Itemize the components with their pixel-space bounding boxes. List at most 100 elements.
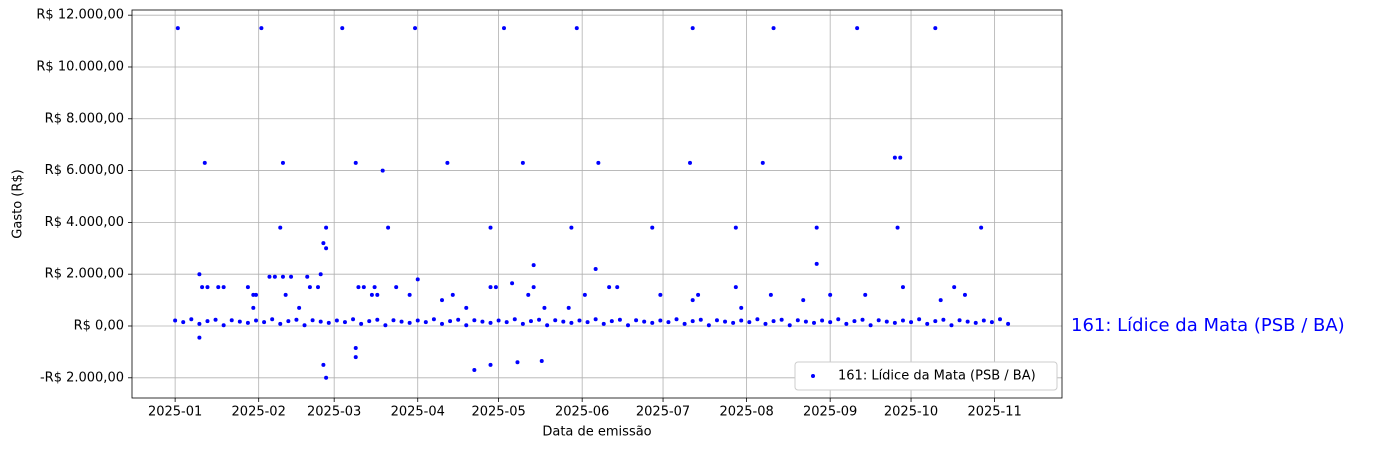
point	[545, 323, 550, 328]
point	[739, 318, 744, 323]
point	[297, 305, 302, 310]
point	[415, 318, 420, 323]
point	[464, 323, 469, 328]
point	[941, 317, 946, 322]
point	[714, 318, 719, 323]
point	[973, 320, 978, 325]
point	[504, 320, 509, 325]
point	[855, 26, 860, 31]
point	[531, 263, 536, 268]
point	[561, 319, 566, 324]
point	[892, 320, 897, 325]
point	[353, 346, 358, 351]
point	[814, 225, 819, 230]
point	[917, 317, 922, 322]
point	[650, 320, 655, 325]
point	[259, 26, 264, 31]
point	[747, 320, 752, 325]
point	[245, 285, 250, 290]
point	[318, 272, 323, 277]
x-tick-label: 2025-10	[884, 405, 938, 420]
point	[553, 318, 558, 323]
point	[933, 26, 938, 31]
x-tick-label: 2025-08	[719, 405, 773, 420]
point	[593, 267, 598, 272]
point	[617, 317, 622, 322]
point	[771, 26, 776, 31]
point	[731, 320, 736, 325]
point	[1006, 321, 1011, 326]
x-axis-label: Data de emissão	[542, 425, 651, 440]
point	[380, 168, 385, 173]
y-tick-label: R$ 2.000,00	[45, 267, 124, 282]
point	[262, 320, 267, 325]
point	[245, 320, 250, 325]
point	[895, 225, 900, 230]
point	[515, 360, 520, 365]
point	[803, 319, 808, 324]
x-tick-label: 2025-01	[148, 405, 202, 420]
point	[674, 317, 679, 322]
legend: 161: Lídice da Mata (PSB / BA)	[794, 361, 1058, 391]
point	[658, 292, 663, 297]
point	[828, 292, 833, 297]
point	[173, 318, 178, 323]
y-tick-label: R$ 4.000,00	[45, 215, 124, 230]
point	[898, 155, 903, 160]
point	[876, 318, 881, 323]
point	[733, 225, 738, 230]
point	[181, 320, 186, 325]
point	[353, 160, 358, 165]
point	[202, 160, 207, 165]
point	[658, 318, 663, 323]
point	[688, 160, 692, 165]
point	[413, 26, 418, 31]
point	[197, 335, 202, 340]
point	[962, 292, 967, 297]
point	[278, 225, 283, 230]
point	[353, 355, 358, 360]
point	[569, 320, 574, 325]
point	[585, 320, 590, 325]
point	[175, 26, 180, 31]
x-tick-label: 2025-11	[967, 405, 1021, 420]
point	[577, 318, 582, 323]
point	[286, 319, 291, 324]
point	[596, 160, 601, 165]
x-tick-label: 2025-06	[555, 405, 609, 420]
point	[472, 318, 477, 323]
point	[197, 321, 202, 326]
point	[502, 26, 506, 31]
point	[582, 292, 587, 297]
x-tick-label: 2025-03	[307, 405, 361, 420]
point	[650, 225, 655, 230]
point	[957, 318, 962, 323]
point	[836, 317, 841, 322]
point	[607, 285, 612, 290]
legend-marker	[811, 374, 815, 378]
point	[415, 277, 420, 282]
point	[965, 319, 970, 324]
point	[200, 285, 205, 290]
point	[698, 317, 703, 322]
point	[884, 319, 889, 324]
point	[771, 319, 776, 324]
point	[520, 321, 525, 326]
legend-box	[794, 361, 1058, 391]
point	[787, 323, 792, 328]
legend-label: 161: Lídice da Mata (PSB / BA)	[838, 369, 1036, 384]
point	[488, 320, 493, 325]
point	[892, 155, 897, 160]
y-tick-label: R$ 6.000,00	[45, 163, 124, 178]
x-tick-label: 2025-05	[471, 405, 525, 420]
y-tick-label: R$ 10.000,00	[36, 59, 124, 74]
point	[488, 285, 493, 290]
point	[938, 298, 943, 303]
point	[305, 274, 310, 279]
point	[531, 285, 536, 290]
point	[310, 318, 315, 323]
point	[213, 317, 218, 322]
point	[520, 160, 525, 165]
point	[528, 319, 533, 324]
